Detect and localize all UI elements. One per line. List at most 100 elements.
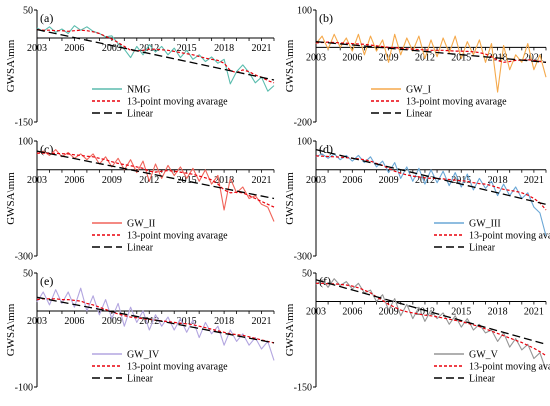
y-tick-label: 50 — [23, 269, 33, 280]
series-line-13-point-moving-avarage — [316, 282, 547, 357]
y-axis-title: GWSA\mm — [5, 303, 17, 356]
legend-label: 13-point moving avarage — [127, 231, 228, 242]
y-tick-label: 100 — [297, 6, 312, 17]
series-line-linear — [315, 279, 547, 345]
x-tick-label: 2021 — [252, 316, 272, 327]
x-tick-label: 2003 — [27, 175, 47, 186]
y-axis-title: GWSA\mm — [284, 303, 296, 356]
panel-label: (b) — [319, 11, 333, 25]
x-tick-label: 2012 — [415, 307, 435, 318]
y-tick-label: 50 — [23, 6, 33, 17]
y-tick-label: -100 — [15, 383, 33, 394]
y-tick-label: -300 — [294, 252, 312, 263]
chart-panel-f: 50 -150 2003 2006 2009 2012 2015 2018 2021 GWSA\m… — [284, 269, 550, 394]
x-tick-label: 2018 — [214, 175, 234, 186]
legend-label: 13-point moving avarage — [127, 362, 228, 373]
legend-label: Linear — [127, 243, 154, 254]
series-line-gw-iv — [36, 287, 275, 361]
x-tick-label: 2003 — [306, 175, 326, 186]
legend-label: GW_V — [469, 350, 499, 361]
panel-label: (e) — [40, 274, 53, 288]
y-tick-label: -150 — [15, 118, 33, 129]
x-tick-label: 2009 — [379, 175, 399, 186]
legend-label: 13-point moving avarage — [469, 362, 550, 373]
legend-label: GW_IV — [127, 350, 160, 361]
legend-label: Linear — [469, 243, 496, 254]
legend-label: GW_I — [406, 85, 431, 96]
legend-label: 13-point moving avarage — [127, 97, 228, 108]
x-tick-label: 2018 — [488, 307, 508, 318]
chart-panel-e: 50 -100 2003 2006 2009 2012 2015 2018 2021 GWSA\m… — [5, 269, 275, 394]
series-line-linear — [36, 150, 275, 200]
x-tick-label: 2021 — [524, 175, 544, 186]
legend-label: NMG — [127, 85, 150, 96]
x-tick-label: 2015 — [451, 307, 471, 318]
legend-label: Linear — [406, 109, 433, 120]
x-tick-label: 2015 — [177, 316, 197, 327]
legend-label: GW_III — [469, 219, 501, 230]
x-tick-label: 2018 — [214, 316, 234, 327]
series-line-nmg — [36, 25, 275, 92]
panel-label: (a) — [40, 11, 53, 25]
series-line-gw-iii — [315, 153, 547, 237]
x-tick-label: 2003 — [306, 52, 326, 63]
x-tick-label: 2021 — [524, 307, 544, 318]
y-axis-title: GWSA\mm — [5, 172, 17, 225]
y-tick-label: -300 — [15, 252, 33, 263]
series-line-13-point-moving-avarage — [36, 29, 275, 84]
x-tick-label: 2015 — [451, 175, 471, 186]
x-tick-label: 2006 — [64, 43, 84, 54]
x-tick-label: 2006 — [342, 52, 362, 63]
x-tick-label: 2006 — [64, 316, 84, 327]
chart-panel-a: 50 -150 2003 2006 2009 2012 2015 2018 2021 GWSA\m… — [5, 6, 275, 129]
x-tick-label: 2009 — [379, 52, 399, 63]
series-line-13-point-moving-avarage — [315, 41, 547, 63]
x-tick-label: 2009 — [102, 43, 122, 54]
legend-label: 13-point moving avarage — [406, 97, 507, 108]
x-tick-label: 2009 — [102, 316, 122, 327]
series-line-linear — [36, 296, 275, 344]
x-tick-label: 2009 — [379, 307, 399, 318]
x-tick-label: 2021 — [252, 43, 272, 54]
x-tick-label: 2012 — [139, 316, 159, 327]
legend-label: Linear — [127, 374, 154, 385]
x-tick-label: 2006 — [342, 307, 362, 318]
y-axis-title: GWSA\mm — [5, 39, 17, 92]
series-line-13-point-moving-avarage — [37, 152, 275, 208]
y-axis-title: GWSA\mm — [284, 172, 296, 225]
x-tick-label: 2021 — [252, 175, 272, 186]
legend-label: Linear — [127, 109, 154, 120]
series-line-linear — [36, 28, 275, 81]
x-tick-label: 2018 — [488, 175, 508, 186]
legend-label: Linear — [469, 374, 496, 385]
x-tick-label: 2003 — [27, 316, 47, 327]
x-tick-label: 2009 — [102, 175, 122, 186]
series-line-gw-ii — [36, 149, 275, 222]
y-tick-label: 50 — [302, 269, 312, 280]
x-tick-label: 2015 — [177, 43, 197, 54]
series-line-gw-v — [315, 278, 547, 371]
y-tick-label: -200 — [294, 118, 312, 129]
legend-label: 13-point moving avarage — [469, 231, 550, 242]
y-tick-label: -150 — [294, 383, 312, 394]
x-tick-label: 2012 — [415, 175, 435, 186]
y-tick-label: 100 — [297, 137, 312, 148]
series-line-13-point-moving-avarage — [315, 155, 547, 211]
y-tick-label: 100 — [18, 137, 33, 148]
legend-label: GW_II — [127, 219, 155, 230]
x-tick-label: 2012 — [139, 43, 159, 54]
chart-panel-d: 100 -300 2003 2006 2009 2012 2015 2018 2021 GWSA\… — [284, 137, 550, 263]
x-tick-label: 2003 — [27, 43, 47, 54]
series-line-linear — [315, 41, 547, 63]
x-tick-label: 2006 — [64, 175, 84, 186]
